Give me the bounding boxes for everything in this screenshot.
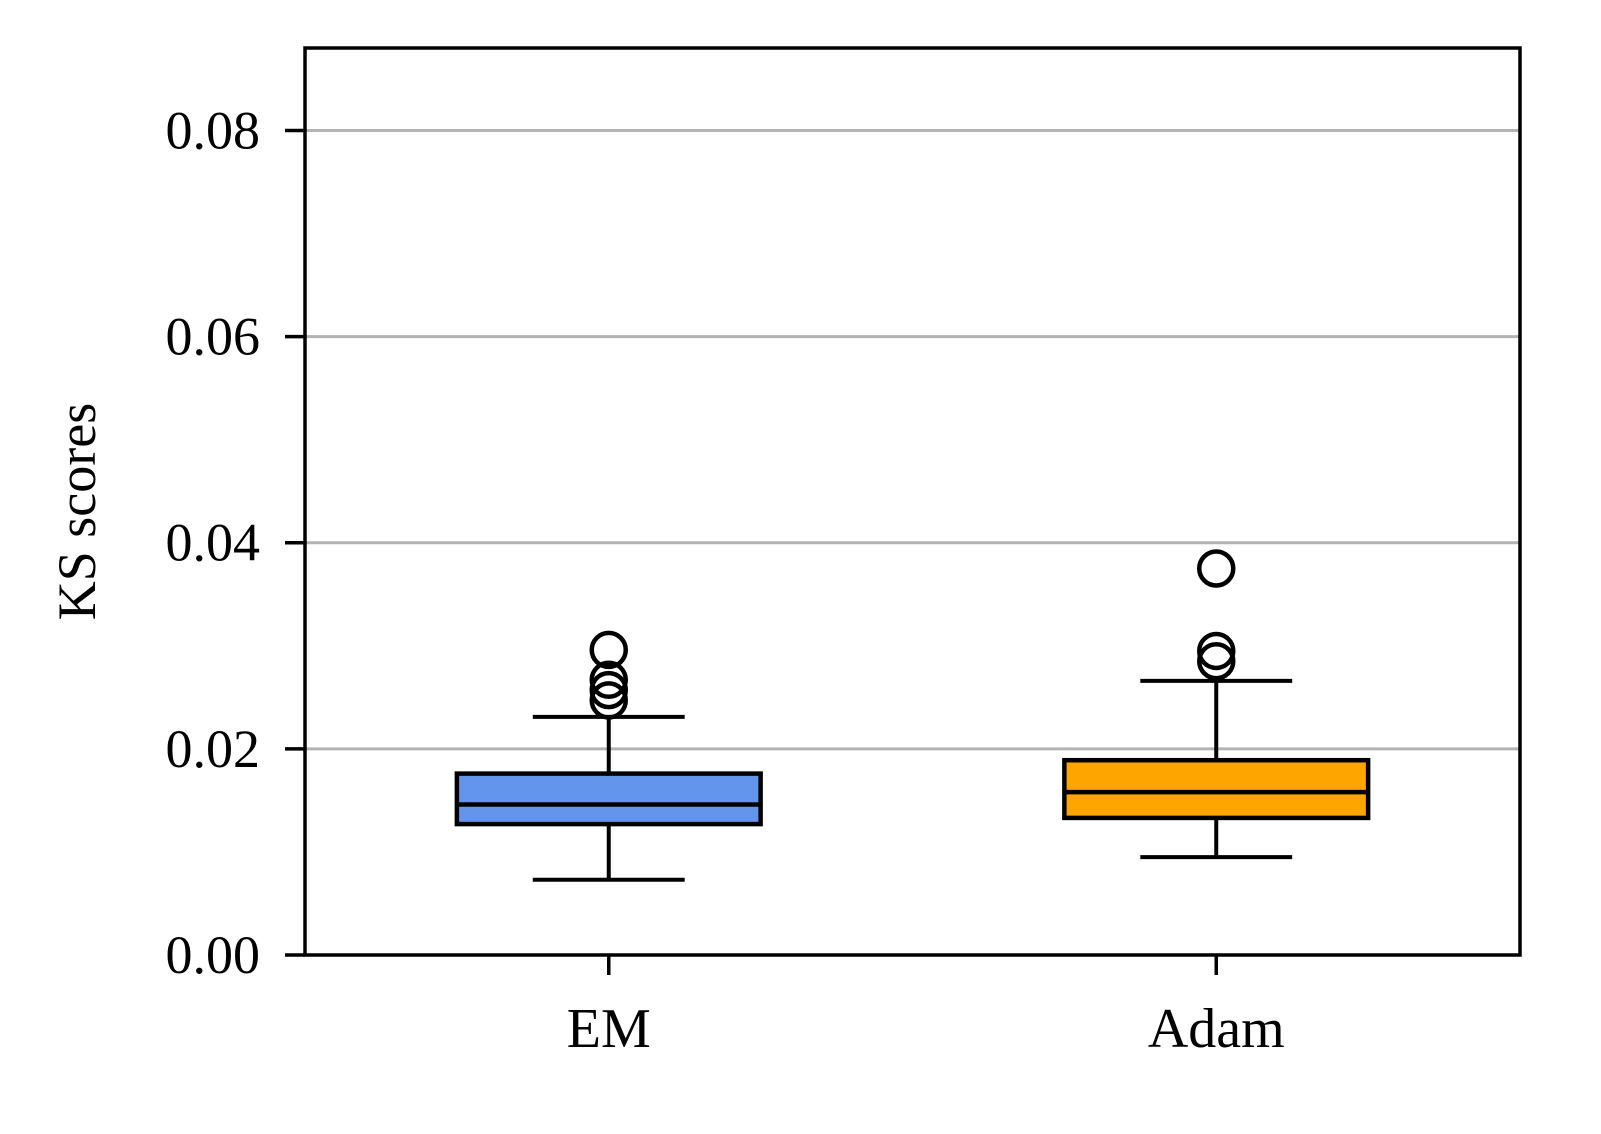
outlier-point: [589, 660, 628, 700]
y-tick-label: 0.04: [166, 513, 261, 573]
boxes: [454, 549, 1371, 882]
box-group: [454, 630, 763, 882]
outlier-point: [589, 630, 628, 670]
y-axis-label: KS scores: [47, 403, 107, 620]
box-iqr: [454, 771, 763, 827]
x-tick-label: Adam: [1148, 998, 1285, 1060]
outlier-point: [1197, 642, 1236, 681]
y-tick-label: 0.08: [166, 100, 261, 160]
outlier-point: [1197, 549, 1236, 588]
plot-area-frame: [303, 46, 1522, 957]
y-tick-label: 0.00: [166, 925, 261, 985]
y-tick-label: 0.06: [166, 307, 261, 367]
outlier-point: [589, 681, 628, 720]
outlier-point: [1197, 631, 1236, 671]
grid-lines: [305, 128, 1520, 751]
box-group: [1062, 549, 1371, 860]
box-iqr: [1062, 757, 1371, 821]
outlier-point: [589, 670, 628, 710]
x-tick-label: EM: [567, 998, 651, 1060]
y-tick-label: 0.02: [166, 719, 261, 779]
axis-ticks: 0.00 0.02 0.04 0.06 0.08 EM Adam: [166, 100, 1285, 1060]
